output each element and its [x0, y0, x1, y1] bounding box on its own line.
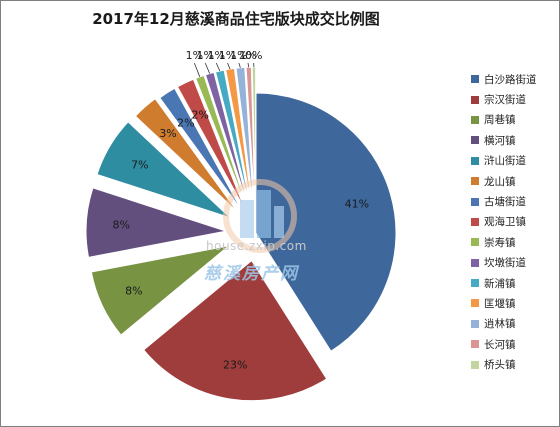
data-label-slice-10: 1% — [196, 49, 213, 62]
pie-slice-8 — [176, 78, 246, 210]
legend-item-slice-2: 宗汉街道 — [471, 89, 557, 109]
legend-item-slice-4: 横河镇 — [471, 130, 557, 150]
legend-label: 横河镇 — [484, 134, 516, 147]
legend-swatch — [471, 360, 479, 369]
legend-swatch — [471, 340, 479, 349]
leader-line-slice-14 — [247, 62, 250, 68]
legend-label: 桥头镇 — [484, 359, 516, 372]
legend-label: 新浦镇 — [484, 277, 516, 290]
data-label-slice-3: 8% — [125, 284, 142, 297]
leader-line-slice-13 — [238, 62, 241, 68]
legend-label: 龙山镇 — [484, 175, 516, 188]
legend-swatch — [471, 299, 479, 308]
pie-slice-13 — [235, 66, 255, 208]
leader-line-slice-10 — [204, 62, 211, 74]
data-label-slice-8: 2% — [191, 108, 208, 121]
legend-swatch — [471, 156, 479, 165]
pie-slice-2 — [143, 259, 328, 402]
legend-swatch — [471, 319, 479, 328]
legend-swatch — [471, 177, 479, 186]
data-label-slice-2: 23% — [223, 358, 247, 371]
legend-item-slice-14: 长河镇 — [471, 334, 557, 354]
data-label-slice-9: 1% — [186, 49, 203, 62]
legend-label: 崇寿镇 — [484, 236, 516, 249]
chart-title: 2017年12月慈溪商品住宅版块成交比例图 — [92, 10, 380, 28]
legend-item-slice-6: 龙山镇 — [471, 171, 557, 191]
pie-slice-15 — [251, 66, 257, 208]
legend-swatch — [471, 279, 479, 288]
data-label-slice-13: 1% — [230, 49, 247, 62]
data-label-slice-11: 1% — [208, 49, 225, 62]
legend-item-slice-12: 匡堰镇 — [471, 293, 557, 313]
pie-slice-7 — [159, 87, 243, 212]
legend-label: 观海卫镇 — [484, 216, 526, 229]
legend-swatch — [471, 197, 479, 206]
data-label-slice-4: 8% — [113, 219, 130, 232]
data-label-slice-15: 0% — [245, 49, 262, 62]
legend-item-slice-7: 古塘街道 — [471, 191, 557, 211]
legend-swatch — [471, 115, 479, 124]
data-label-slice-5: 7% — [131, 158, 148, 171]
pie-slice-5 — [96, 121, 231, 219]
pie-slice-6 — [134, 98, 238, 213]
legend-swatch — [471, 95, 479, 104]
leader-line-slice-12 — [227, 62, 231, 70]
legend-label: 宗汉街道 — [484, 94, 526, 107]
legend-label: 古塘街道 — [484, 196, 526, 209]
legend-item-slice-8: 观海卫镇 — [471, 212, 557, 232]
legend-item-slice-15: 桥头镇 — [471, 354, 557, 374]
legend-swatch — [471, 136, 479, 145]
data-label-slice-7: 2% — [177, 116, 194, 129]
legend-label: 逍林镇 — [484, 318, 516, 331]
pie-slice-11 — [214, 69, 251, 208]
legend-label: 周巷镇 — [484, 114, 516, 127]
legend-label: 浒山街道 — [484, 155, 526, 168]
pie-slice-3 — [90, 245, 230, 336]
leader-line-slice-9 — [193, 62, 201, 77]
leader-line-slice-11 — [215, 62, 221, 72]
legend-item-slice-5: 浒山街道 — [471, 151, 557, 171]
legend-item-slice-13: 逍林镇 — [471, 314, 557, 334]
chart-legend: 白沙路街道宗汉街道周巷镇横河镇浒山街道龙山镇古塘街道观海卫镇崇寿镇坎墩街道新浦镇… — [471, 69, 557, 375]
pie-slice-1 — [255, 92, 397, 352]
pie-slice-10 — [204, 71, 250, 209]
legend-swatch — [471, 238, 479, 247]
legend-swatch — [471, 217, 479, 226]
data-label-slice-12: 1% — [219, 49, 236, 62]
legend-label: 坎墩街道 — [484, 257, 526, 270]
pie-slice-14 — [245, 66, 256, 208]
legend-item-slice-3: 周巷镇 — [471, 110, 557, 130]
legend-item-slice-10: 坎墩街道 — [471, 253, 557, 273]
legend-item-slice-9: 崇寿镇 — [471, 232, 557, 252]
legend-swatch — [471, 258, 479, 267]
legend-label: 白沙路街道 — [484, 73, 537, 86]
data-label-slice-14: 1% — [239, 49, 256, 62]
legend-swatch — [471, 75, 479, 84]
watermark-brand: 慈溪房产网 — [204, 264, 299, 284]
legend-label: 匡堰镇 — [484, 297, 516, 310]
legend-item-slice-11: 新浦镇 — [471, 273, 557, 293]
data-label-slice-6: 3% — [159, 127, 176, 140]
data-label-slice-1: 41% — [345, 198, 369, 211]
watermark-url: house.zxip.com — [206, 239, 307, 253]
pie-slice-4 — [85, 187, 227, 258]
legend-label: 长河镇 — [484, 338, 516, 351]
legend-item-slice-1: 白沙路街道 — [471, 69, 557, 89]
